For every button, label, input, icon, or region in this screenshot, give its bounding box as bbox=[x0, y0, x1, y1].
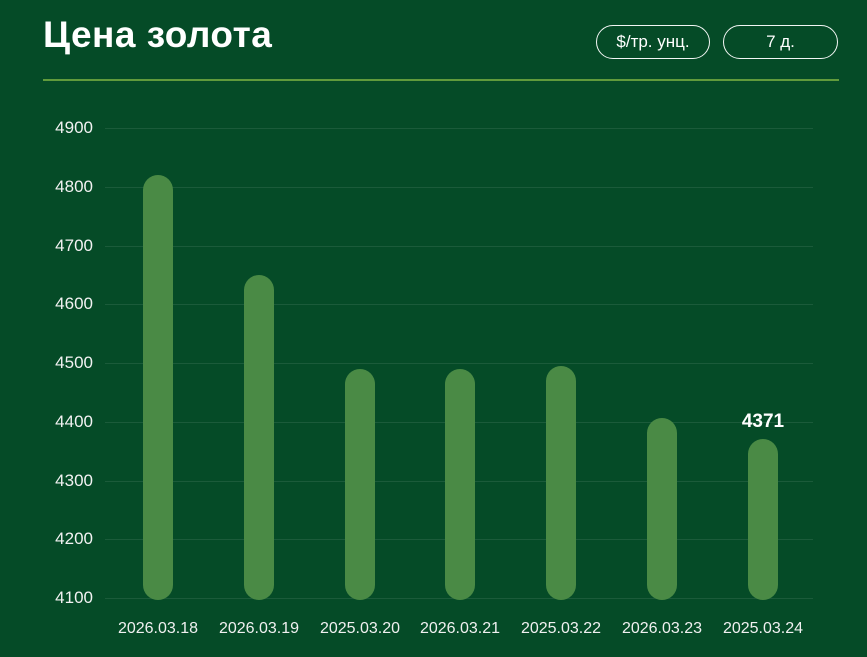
x-axis-tick-label: 2026.03.19 bbox=[218, 620, 300, 637]
y-axis-tick-label: 4100 bbox=[55, 588, 93, 607]
y-axis-tick-label: 4400 bbox=[55, 412, 93, 431]
bar bbox=[143, 175, 173, 600]
y-axis-tick-label: 4600 bbox=[55, 294, 93, 313]
bar bbox=[748, 439, 778, 600]
unit-toggle-button[interactable]: $/тр. унц. bbox=[596, 25, 710, 59]
x-axis-tick-label: 2025.03.20 bbox=[319, 620, 401, 637]
bar bbox=[647, 418, 677, 600]
gridline bbox=[105, 304, 813, 305]
gridline bbox=[105, 363, 813, 364]
x-axis-tick-label: 2025.03.22 bbox=[520, 620, 602, 637]
y-axis-tick-label: 4700 bbox=[55, 236, 93, 255]
gridline bbox=[105, 187, 813, 188]
page-title: Цена золота bbox=[43, 14, 273, 55]
header-divider bbox=[43, 79, 839, 81]
x-axis-tick-label: 2026.03.23 bbox=[621, 620, 703, 637]
bar bbox=[244, 275, 274, 600]
y-axis-tick-label: 4300 bbox=[55, 471, 93, 490]
period-toggle-button[interactable]: 7 д. bbox=[723, 25, 838, 59]
x-axis-tick-label: 2025.03.24 bbox=[722, 620, 804, 637]
bar bbox=[546, 366, 576, 600]
gridline bbox=[105, 128, 813, 129]
bar-value-label: 4371 bbox=[741, 411, 785, 432]
y-axis-tick-label: 4800 bbox=[55, 177, 93, 196]
x-axis-tick-label: 2026.03.21 bbox=[419, 620, 501, 637]
bar bbox=[345, 369, 375, 600]
x-axis-tick-label: 2026.03.18 bbox=[117, 620, 199, 637]
y-axis-tick-label: 4900 bbox=[55, 118, 93, 137]
y-axis-tick-label: 4500 bbox=[55, 353, 93, 372]
gridline bbox=[105, 246, 813, 247]
y-axis-tick-label: 4200 bbox=[55, 529, 93, 548]
bar bbox=[445, 369, 475, 600]
